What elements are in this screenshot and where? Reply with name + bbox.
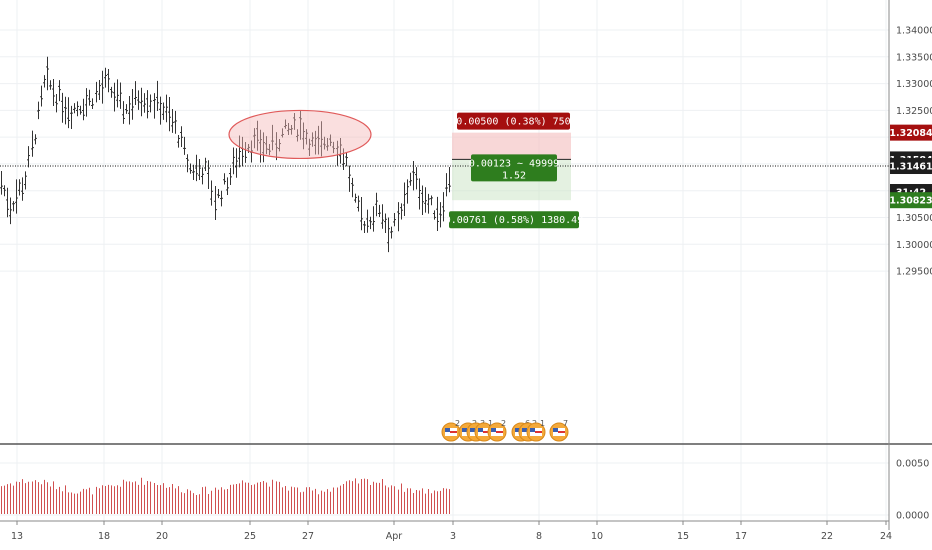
price-tag-label: 1.32084 <box>889 128 932 139</box>
flag-stripe <box>558 431 565 433</box>
price-tick-label: 1.33000 <box>896 79 932 90</box>
time-tick-label: 17 <box>735 531 747 542</box>
chart-grid <box>0 0 889 521</box>
price-tick-label: 1.30500 <box>896 213 932 224</box>
volume-pane <box>1 477 450 514</box>
economic-events[interactable]: 223126217 <box>441 419 569 442</box>
price-tag <box>890 158 932 175</box>
event-count: 7 <box>563 419 568 428</box>
flag-canton <box>515 428 520 432</box>
range-highlight-ellipse[interactable] <box>228 109 372 160</box>
time-tick-label: 18 <box>98 531 110 542</box>
time-tick-label: 15 <box>677 531 689 542</box>
time-tick-label: 25 <box>244 531 256 542</box>
price-tick-label: 1.33500 <box>896 52 932 63</box>
stop-label: 0.00500 (0.38%) 750 <box>456 112 571 130</box>
ratio-label-text: 1.52 <box>502 170 526 181</box>
price-tag-label: 1.31461 <box>889 162 932 173</box>
ohlc-bars <box>0 56 451 253</box>
time-tick-label: 13 <box>11 531 23 542</box>
price-tag-label: 1.30823 <box>889 196 932 207</box>
flag-stripe <box>450 431 457 433</box>
time-tick-label: 10 <box>591 531 603 542</box>
event-count: 2 <box>501 419 506 428</box>
flag-canton <box>530 428 535 432</box>
volume-tick-label: 0.0050 <box>896 459 929 470</box>
stop-label-text: 0.00500 (0.38%) 750 <box>456 117 570 128</box>
price-tick-label: 1.30000 <box>896 240 932 251</box>
entry-label: 0.00123 ~ 49999 1.52 <box>469 154 559 182</box>
event-count: 1 <box>540 419 545 428</box>
price-tick-label: 1.29500 <box>896 267 932 278</box>
price-tag <box>890 192 932 209</box>
flag-stripe <box>483 431 490 433</box>
volume-tick-label: 0.0000 <box>896 511 929 522</box>
event-count: 1 <box>488 419 493 428</box>
time-tick-label: 3 <box>450 531 456 542</box>
flag-canton <box>445 428 450 432</box>
price-tag <box>890 124 932 141</box>
time-tick-label: 20 <box>156 531 168 542</box>
flag-canton <box>462 428 467 432</box>
flag-canton <box>478 428 483 432</box>
time-tick-label: 24 <box>880 531 892 542</box>
time-tick-label: 22 <box>821 531 833 542</box>
target-label-text: 0.00761 (0.58%) 1380.49 <box>445 215 583 226</box>
flag-canton <box>522 428 527 432</box>
flag-canton <box>470 428 475 432</box>
event-count: 2 <box>455 419 460 428</box>
flag-canton <box>491 428 496 432</box>
time-axis[interactable]: 13 18 20 25 27 Apr 3 8 10 15 17 22 24 <box>11 521 892 542</box>
flag-stripe <box>535 431 542 433</box>
entry-label-text: 0.00123 ~ 49999 <box>469 158 559 169</box>
flag-stripe <box>496 431 503 433</box>
time-tick-label: 27 <box>302 531 314 542</box>
flag-canton <box>553 428 558 432</box>
price-tick-label: 1.32500 <box>896 106 932 117</box>
price-tick-label: 1.34000 <box>896 26 932 37</box>
target-label: 0.00761 (0.58%) 1380.49 <box>445 211 583 229</box>
volume-axis[interactable]: 0.0050 0.0000 <box>896 459 929 522</box>
time-tick-label: Apr <box>386 531 403 542</box>
time-tick-label: 8 <box>536 531 542 542</box>
